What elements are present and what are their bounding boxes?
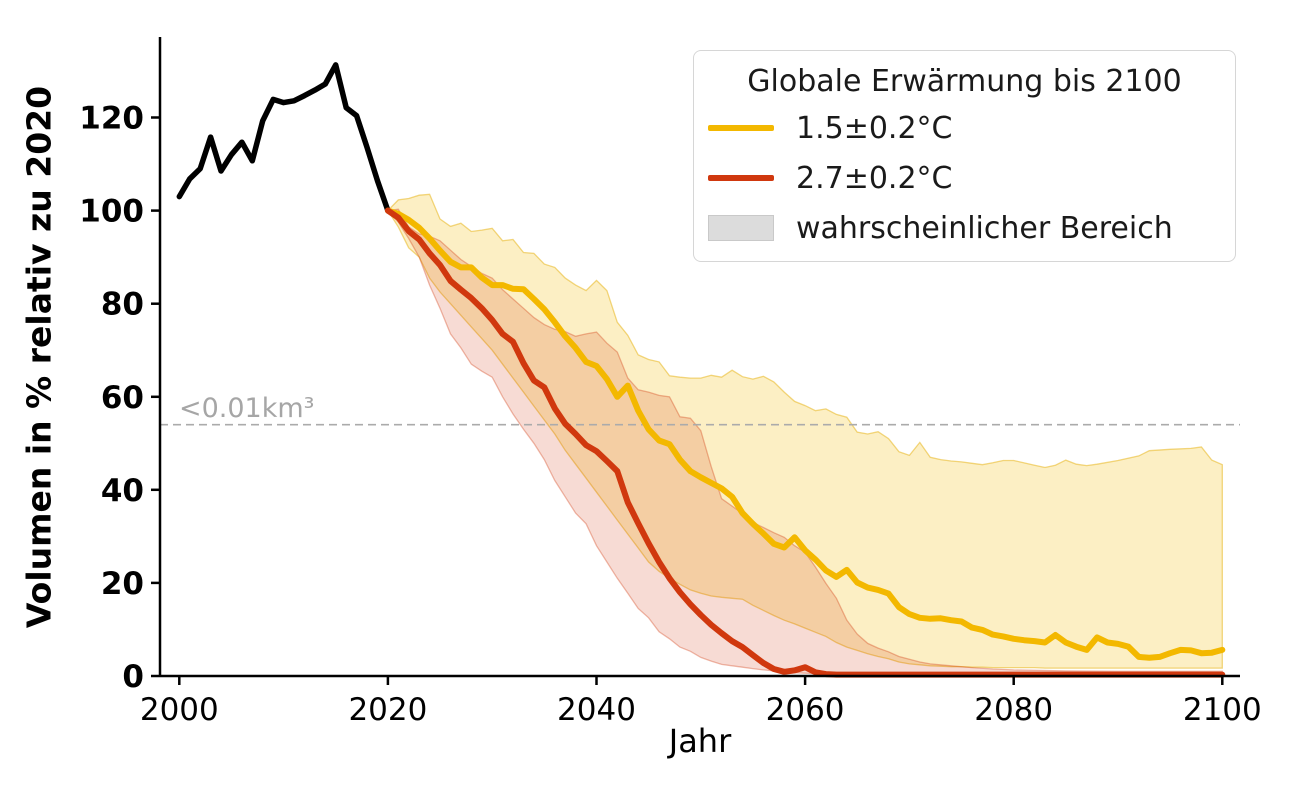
legend-line-swatch-1.5c-icon	[708, 125, 774, 131]
x-tick-label: 2000	[140, 692, 219, 728]
band-warming-1.5c	[387, 193, 1223, 669]
y-tick-label: 0	[122, 659, 144, 695]
legend-label-2.7c: 2.7±0.2°C	[796, 160, 953, 196]
x-tick-label: 2020	[348, 692, 427, 728]
legend-label-likely-range: wahrscheinlicher Bereich	[796, 210, 1173, 246]
legend-title: Globale Erwärmung bis 2100	[747, 64, 1182, 99]
legend-swatch-wrap	[708, 215, 774, 241]
y-tick-label: 120	[79, 101, 144, 137]
legend-patch-swatch-icon	[708, 215, 774, 241]
y-axis-label: Volumen in % relativ zu 2020	[19, 85, 59, 629]
x-axis-label: Jahr	[668, 722, 732, 760]
legend-item-likely-range: wahrscheinlicher Bereich	[694, 203, 1235, 253]
y-tick-label: 80	[101, 287, 144, 323]
legend-item-1.5c: 1.5±0.2°C	[694, 103, 1235, 153]
legend-item-2.7c: 2.7±0.2°C	[694, 153, 1235, 203]
legend-swatch-wrap	[708, 125, 774, 131]
legend-label-1.5c: 1.5±0.2°C	[796, 110, 953, 146]
x-tick-label: 2080	[974, 692, 1053, 728]
y-tick-label: 40	[101, 473, 144, 509]
series-warming-2.7c	[384, 207, 1226, 678]
y-tick-label: 100	[79, 194, 144, 230]
y-tick-label: 60	[101, 380, 144, 416]
legend-swatch-wrap	[708, 175, 774, 181]
x-tick-label: 2040	[557, 692, 636, 728]
threshold-label: <0.01km³	[179, 393, 315, 424]
x-tick-label: 2060	[766, 692, 845, 728]
series-warming-1.5c	[384, 207, 1226, 661]
x-tick-label: 2100	[1183, 692, 1262, 728]
legend-line-swatch-2.7c-icon	[708, 175, 774, 181]
series-historical	[176, 62, 391, 214]
legend: Globale Erwärmung bis 2100 1.5±0.2°C 2.7…	[693, 50, 1236, 262]
y-tick-label: 20	[101, 566, 144, 602]
